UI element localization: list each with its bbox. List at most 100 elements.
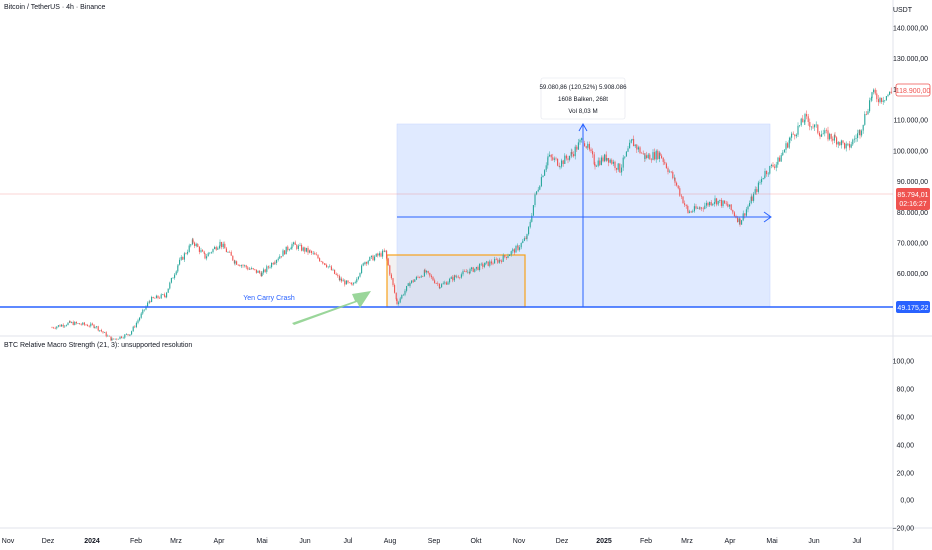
candle-body bbox=[636, 144, 638, 150]
candle-body bbox=[561, 160, 563, 167]
candle-body bbox=[330, 266, 332, 271]
candle-body bbox=[323, 263, 325, 264]
candle-body bbox=[512, 249, 514, 252]
candle-body bbox=[788, 140, 790, 148]
candle-body bbox=[751, 196, 753, 201]
candle-body bbox=[858, 130, 860, 134]
indicator-axis[interactable]: 100,00 80,00 60,00 40,00 20,00 0,00 −20,00 bbox=[892, 359, 914, 533]
candle-body bbox=[685, 204, 687, 206]
candle-body bbox=[775, 164, 777, 168]
candle-body bbox=[77, 323, 79, 324]
candle-body bbox=[676, 182, 678, 186]
candle-body bbox=[549, 154, 551, 157]
candle-body bbox=[259, 270, 261, 273]
candle-body bbox=[605, 154, 607, 161]
candle-body bbox=[291, 244, 293, 249]
candle-body bbox=[314, 253, 316, 255]
candle-body bbox=[531, 215, 533, 222]
candle-body bbox=[353, 283, 355, 285]
candle-body bbox=[164, 295, 166, 298]
candle-body bbox=[701, 207, 703, 209]
candle-body bbox=[93, 324, 95, 328]
time-tick-label: Nov bbox=[513, 538, 526, 545]
price-axis[interactable]: 140.000,00130.000,00120.000,00110.000,00… bbox=[893, 26, 928, 279]
candle-body bbox=[309, 250, 311, 253]
candle-body bbox=[299, 245, 301, 246]
candle-body bbox=[629, 142, 631, 149]
candle-body bbox=[494, 259, 496, 264]
candle-body bbox=[139, 317, 141, 321]
candle-body bbox=[85, 324, 87, 326]
candle-body bbox=[680, 195, 682, 197]
candle-body bbox=[834, 135, 836, 138]
green-arrow[interactable] bbox=[292, 291, 371, 325]
candle-body bbox=[169, 282, 171, 289]
candle-body bbox=[209, 252, 211, 254]
candle-body bbox=[104, 332, 106, 333]
candle-body bbox=[534, 194, 536, 206]
candle-body bbox=[690, 211, 692, 213]
candle-body bbox=[646, 155, 648, 158]
level-price-text: 49.175,22 bbox=[897, 305, 928, 312]
candle-body bbox=[341, 278, 343, 282]
candle-body bbox=[288, 249, 290, 251]
price-tick-label: 100.000,00 bbox=[893, 148, 928, 155]
candle-body bbox=[414, 279, 416, 282]
candle-body bbox=[884, 100, 886, 101]
candle-body bbox=[296, 244, 298, 249]
candle-body bbox=[468, 271, 470, 274]
candle-body bbox=[212, 249, 214, 253]
symbol-title[interactable]: Bitcoin / TetherUS · 4h · Binance bbox=[4, 4, 106, 11]
candle-body bbox=[697, 207, 699, 209]
candle-body bbox=[539, 186, 541, 190]
candle-body bbox=[853, 138, 855, 140]
candle-body bbox=[592, 151, 594, 155]
candle-body bbox=[800, 118, 802, 126]
candle-body bbox=[849, 143, 851, 148]
candle-body bbox=[179, 259, 181, 265]
candle-body bbox=[536, 191, 538, 195]
candle-body bbox=[351, 284, 353, 285]
candle-body bbox=[242, 265, 244, 266]
candle-body bbox=[390, 274, 392, 279]
candle-body bbox=[687, 205, 689, 211]
candle-body bbox=[435, 283, 437, 284]
candle-body bbox=[719, 199, 721, 201]
consolidation-box[interactable] bbox=[386, 254, 526, 308]
candle-body bbox=[218, 246, 220, 249]
candle-body bbox=[127, 334, 129, 335]
candle-body bbox=[438, 283, 440, 289]
candle-body bbox=[862, 124, 864, 131]
candle-body bbox=[162, 294, 164, 295]
indicator-title[interactable]: BTC Relative Macro Strength (21, 3): uns… bbox=[4, 342, 193, 349]
candle-body bbox=[142, 309, 144, 314]
candle-body bbox=[269, 267, 271, 268]
candle-body bbox=[445, 282, 447, 285]
candle-body bbox=[611, 159, 613, 164]
candle-body bbox=[437, 283, 439, 284]
candle-body bbox=[652, 152, 654, 160]
candle-body bbox=[51, 327, 53, 329]
currency-label[interactable]: USDT bbox=[892, 7, 912, 14]
time-axis[interactable]: Nov Dez 2024 Feb Mrz Apr Mai Jun Jul Aug Sep Okt Nov… bbox=[2, 538, 862, 545]
candle-body bbox=[190, 244, 192, 246]
candle-body bbox=[132, 326, 134, 332]
candle-body bbox=[429, 272, 431, 276]
candle-body bbox=[61, 324, 63, 327]
indicator-tick-label: 0,00 bbox=[900, 498, 914, 505]
time-tick-label: Jun bbox=[808, 538, 819, 545]
last-price-text: 118.900,00 bbox=[896, 88, 931, 95]
candle-body bbox=[802, 118, 804, 123]
candle-body bbox=[154, 298, 156, 299]
candle-body bbox=[495, 259, 497, 260]
candle-body bbox=[588, 143, 590, 150]
candle-body bbox=[394, 285, 396, 293]
candle-body bbox=[616, 167, 618, 170]
candle-body bbox=[107, 335, 109, 337]
candle-body bbox=[625, 151, 627, 157]
candle-body bbox=[674, 177, 676, 183]
candle-body bbox=[832, 138, 834, 141]
candle-body bbox=[594, 164, 596, 167]
yen-carry-label[interactable]: Yen Carry Crash bbox=[243, 295, 295, 302]
